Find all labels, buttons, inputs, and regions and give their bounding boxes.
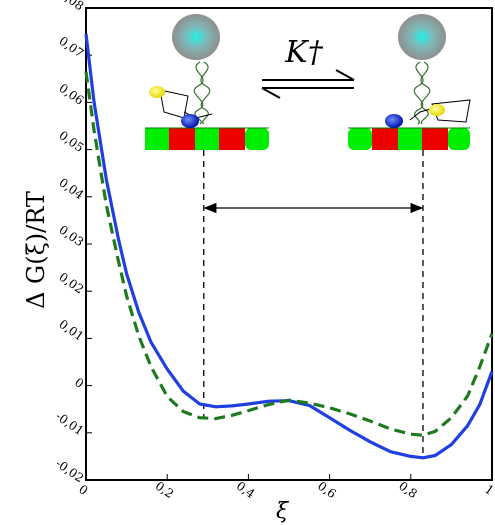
y-tick-label: 0,06	[56, 81, 86, 108]
y-tick-label: 0	[72, 375, 86, 391]
x-tick-label: 0,6	[315, 479, 339, 501]
tile	[372, 128, 398, 150]
tile	[219, 128, 245, 150]
molecule-left-illustration	[145, 14, 269, 150]
series-group	[84, 33, 494, 460]
x-tick-label: 0,8	[396, 479, 420, 501]
tile	[145, 128, 169, 150]
helix-strand	[413, 61, 424, 125]
tile	[348, 128, 372, 150]
x-tick-label: 1	[482, 482, 495, 498]
rate-constant-label: K†	[284, 35, 323, 70]
y-tick-label: 0,01	[56, 317, 86, 344]
tile	[245, 128, 269, 150]
blue-sphere	[181, 114, 199, 128]
y-tick-label: 0,03	[56, 223, 86, 250]
yellow-sphere	[149, 86, 165, 98]
series-solid-line	[84, 33, 494, 460]
guide-lines	[203, 150, 424, 458]
y-tick-label: 0,07	[56, 34, 86, 61]
gray-sphere	[398, 14, 446, 60]
x-tick-label: 0,2	[153, 479, 177, 501]
gray-sphere	[172, 14, 220, 60]
helix-strand	[420, 61, 431, 125]
molecule-right-illustration	[348, 14, 471, 150]
y-tick-label: -0,02	[53, 456, 86, 485]
x-axis-ticks: 0 0,2 0,4 0,6 0,8 1	[76, 474, 495, 501]
equilibrium-arrows	[261, 69, 355, 99]
plot-frame	[85, 7, 493, 481]
helix-strand	[200, 61, 211, 125]
x-tick-label: 0,4	[234, 479, 258, 502]
tile	[195, 128, 219, 150]
blue-sphere	[385, 114, 403, 128]
y-tick-label: 0,08	[56, 0, 86, 13]
y-tick-label: 0,02	[56, 270, 86, 297]
tile	[398, 128, 422, 150]
helix-strand	[193, 61, 204, 125]
y-tick-label: 0,05	[56, 128, 86, 155]
series-dashed-line	[84, 71, 494, 437]
yellow-sphere	[429, 104, 445, 116]
tile	[422, 128, 448, 150]
y-tick-label: 0,04	[56, 175, 86, 202]
x-axis-label: ξ	[276, 499, 290, 524]
tile	[169, 128, 195, 150]
y-axis-label: Δ G(ξ)/RT	[22, 191, 50, 309]
tile	[448, 128, 470, 150]
y-tick-label: -0,01	[53, 409, 86, 438]
